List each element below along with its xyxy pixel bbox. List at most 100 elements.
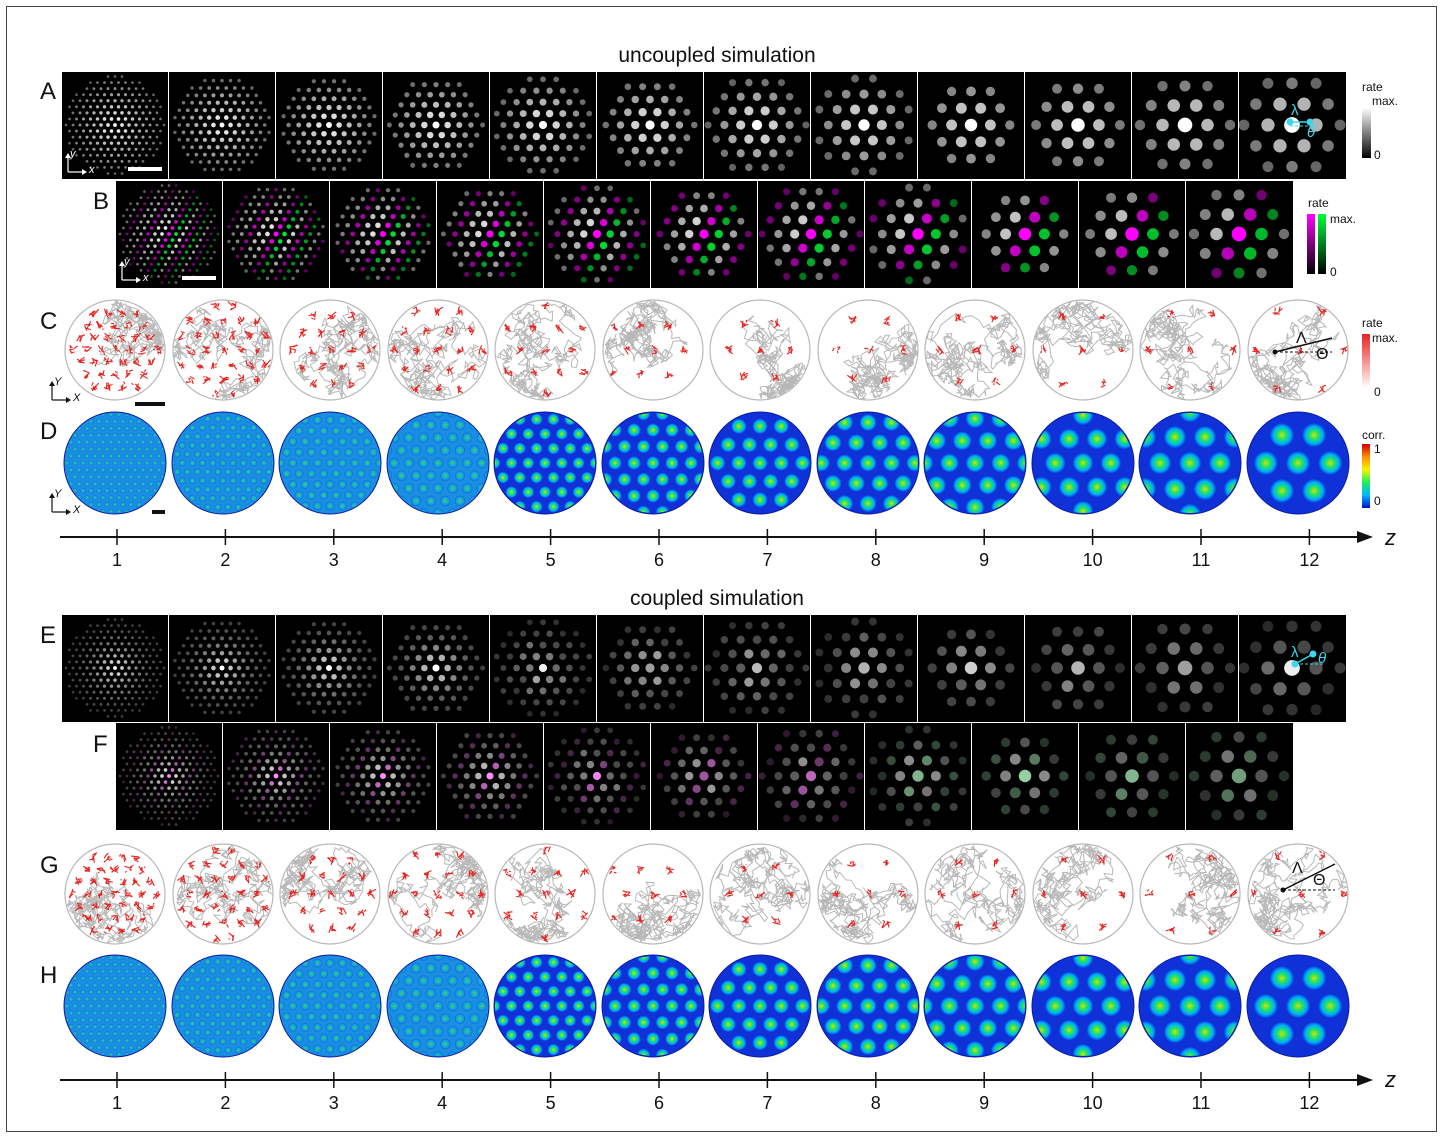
panel-letter-f: F [93,731,108,759]
axis-top [55,527,1385,549]
axis-tick-label-9: 9 [969,550,999,571]
trajectory-g-1 [62,841,169,948]
trajectory-g-8 [815,841,922,948]
coord-d-y: Y [54,488,61,500]
tile-e-7 [704,615,811,722]
axis-bottom-z-label: z [1385,1067,1396,1093]
axis-tick-label-1: 1 [102,1093,132,1114]
annot-e-lambda: λ [1291,644,1299,661]
correlogram-d-11 [1137,410,1244,517]
trajectory-c-5 [492,297,599,404]
trajectory-g-11 [1137,841,1244,948]
tile-e-11 [1132,615,1239,722]
tile-f-5 [544,723,651,830]
tile-f-4 [437,723,544,830]
panel-e-rate-maps [62,615,1346,722]
axis-tick-label-12: 12 [1294,550,1324,571]
axis-tick-label-2: 2 [210,550,240,571]
correlogram-h-7 [707,953,814,1060]
correlogram-d-6 [600,410,707,517]
correlogram-h-1 [62,953,169,1060]
tile-f-11 [1186,723,1293,830]
trajectory-c-7 [707,297,814,404]
coupled-title: coupled simulation [517,587,917,611]
trajectory-c-6 [600,297,707,404]
panel-letter-c: C [40,308,57,336]
cbar-b-max: max. [1330,212,1356,226]
correlogram-d-12 [1245,410,1352,517]
cbar-c-gradient [1362,334,1370,388]
tile-f-3 [330,723,437,830]
correlogram-h-4 [385,953,492,1060]
coord-a-y: y [70,148,76,160]
tile-e-6 [597,615,704,722]
correlogram-h-10 [1030,953,1137,1060]
axis-tick-label-9: 9 [969,1093,999,1114]
cbar-a-title: rate [1362,80,1383,94]
axis-tick-label-4: 4 [427,1093,457,1114]
coord-c-x: X [73,392,80,404]
tile-f-8 [865,723,972,830]
correlogram-h-11 [1137,953,1244,1060]
trajectory-g-4 [385,841,492,948]
scalebar-c [135,402,165,406]
correlogram-h-3 [277,953,384,1060]
axis-tick-label-3: 3 [319,1093,349,1114]
annot-a-theta: θ [1307,124,1315,141]
tile-b-11 [1186,181,1293,288]
correlogram-h-9 [922,953,1029,1060]
tile-a-11 [1132,72,1239,179]
coord-a-x: x [89,164,95,176]
tile-a-3 [276,72,383,179]
annot-c-Lambda: Λ [1296,330,1307,348]
panel-d-correlograms [62,410,1352,517]
tile-b-10 [1079,181,1186,288]
tile-e-9 [918,615,1025,722]
coord-c-y: Y [54,376,61,388]
tile-e-10 [1025,615,1132,722]
trajectory-c-9 [922,297,1029,404]
axis-top-z-label: z [1385,525,1396,551]
trajectory-g-3 [277,841,384,948]
axis-tick-label-3: 3 [319,550,349,571]
panel-f-two-color-maps [116,723,1293,830]
tile-a-6 [597,72,704,179]
correlogram-h-12 [1245,953,1352,1060]
coord-d-x: X [73,504,80,516]
tile-a-7 [704,72,811,179]
tile-b-9 [972,181,1079,288]
scalebar-a [128,167,162,171]
annot-g-lines [1275,860,1345,900]
axis-tick-label-2: 2 [210,1093,240,1114]
axis-tick-label-10: 10 [1078,550,1108,571]
panel-c-trajectories [62,297,1352,404]
axis-bottom [55,1070,1385,1092]
axis-tick-label-1: 1 [102,550,132,571]
axis-tick-label-10: 10 [1078,1093,1108,1114]
axis-tick-label-12: 12 [1294,1093,1324,1114]
coord-b-x: x [143,272,149,284]
annot-e-theta: θ [1318,650,1326,667]
axis-tick-label-8: 8 [861,1093,891,1114]
cbar-c-title: rate [1362,316,1383,330]
scalebar-d [152,510,165,514]
scalebar-b [182,276,216,280]
trajectory-g-9 [922,841,1029,948]
tile-b-7 [758,181,865,288]
tile-b-2 [223,181,330,288]
correlogram-h-8 [815,953,922,1060]
tile-e-4 [383,615,490,722]
correlogram-d-3 [277,410,384,517]
tile-a-10 [1025,72,1132,179]
tile-a-9 [918,72,1025,179]
trajectory-c-3 [277,297,384,404]
cbar-b-min: 0 [1330,265,1337,279]
tile-f-6 [651,723,758,830]
tile-e-5 [490,615,597,722]
correlogram-d-5 [492,410,599,517]
panel-b-two-color-maps [116,181,1293,288]
tile-f-7 [758,723,865,830]
cbar-d-gradient [1362,444,1370,508]
trajectory-c-10 [1030,297,1137,404]
tile-b-8 [865,181,972,288]
